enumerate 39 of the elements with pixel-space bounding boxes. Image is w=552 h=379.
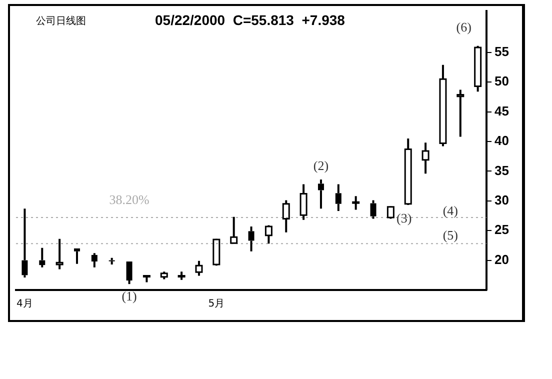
- candlestick: [282, 199, 290, 234]
- y-tick-label: 50: [494, 74, 510, 89]
- candlestick: [264, 224, 272, 245]
- annotation: (4): [442, 203, 458, 218]
- candlestick: [22, 208, 28, 279]
- candlestick: [108, 256, 115, 266]
- candlestick: [126, 261, 132, 286]
- annotation: (5): [442, 228, 458, 243]
- candlestick: [39, 246, 46, 268]
- candlestick: [439, 64, 447, 148]
- candlestick: [230, 216, 238, 244]
- annotation: 38.20%: [109, 192, 150, 207]
- candlestick: [74, 248, 80, 265]
- y-tick-label: 20: [494, 252, 510, 267]
- annotation: (6): [456, 20, 472, 35]
- y-tick-label: 45: [494, 103, 510, 118]
- y-tick-label: 30: [494, 192, 510, 208]
- text: 公司日线图: [36, 14, 86, 28]
- candlestick: [352, 195, 360, 211]
- y-tick-label: 40: [494, 133, 510, 148]
- y-tick-label: 25: [494, 222, 510, 238]
- candlestick: [300, 183, 308, 221]
- annotation: (1): [122, 288, 137, 304]
- candlestick: [456, 88, 464, 138]
- x-tick-label: 4月: [16, 298, 33, 310]
- candlestick: [370, 199, 376, 220]
- candlestick: [56, 238, 64, 270]
- candlestick: [404, 138, 412, 206]
- candlestick: [335, 183, 342, 212]
- annotation: (3): [396, 210, 412, 226]
- candlestick: [422, 142, 430, 175]
- candlestick: [248, 225, 254, 252]
- y-tick-label: 35: [494, 162, 510, 178]
- y-tick-label: 55: [494, 44, 510, 59]
- x-tick-label: 5月: [208, 298, 225, 310]
- candlestick: [91, 252, 98, 268]
- chart-subtitle: 05/22/2000 C=55.813 +7.938: [155, 12, 345, 28]
- annotation: (2): [313, 158, 329, 174]
- candlestick: [318, 178, 324, 210]
